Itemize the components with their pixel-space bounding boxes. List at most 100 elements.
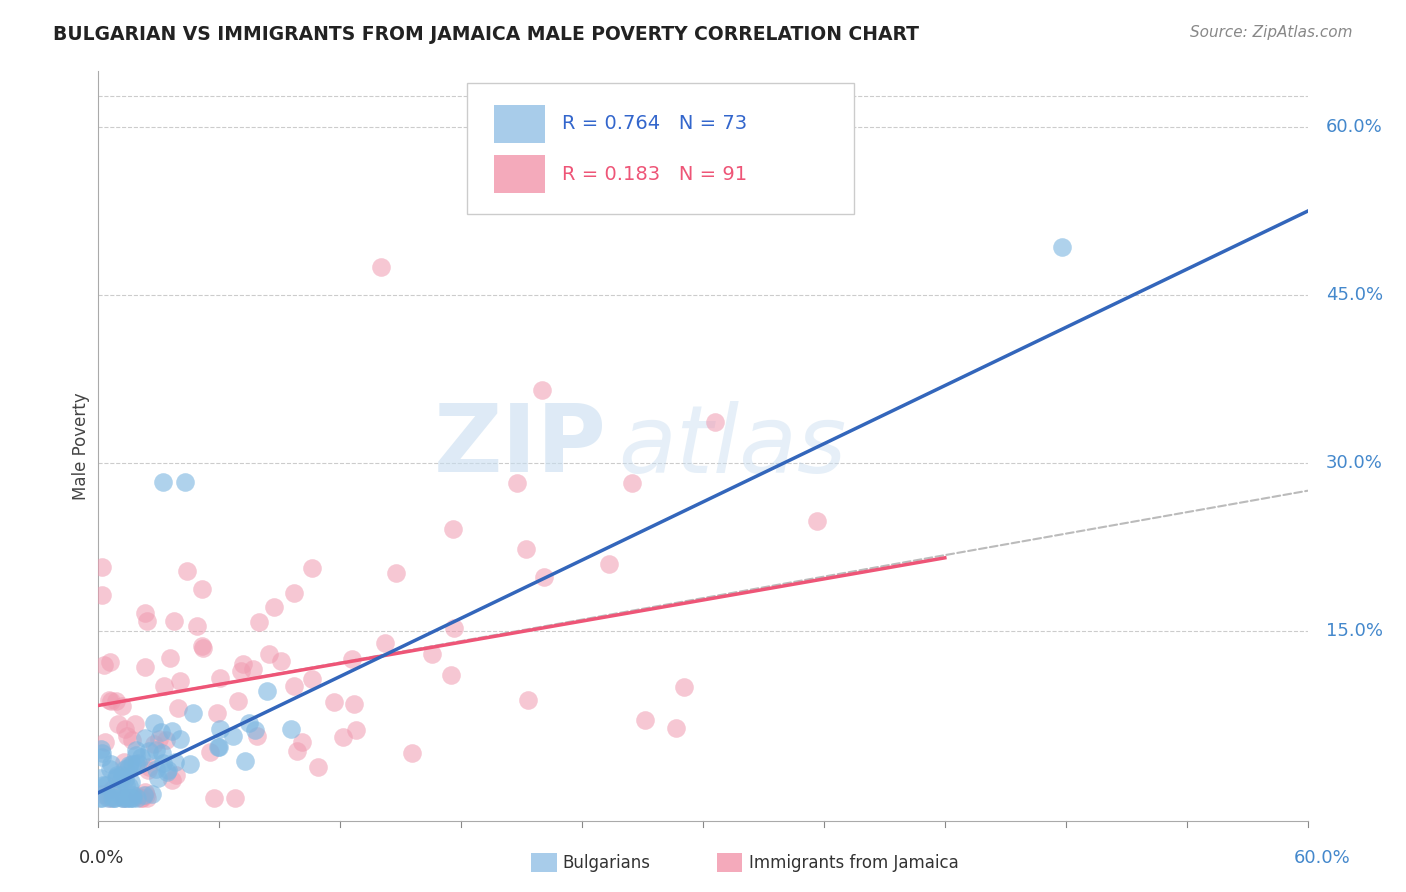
Point xyxy=(149,725,172,739)
Point xyxy=(301,672,323,686)
Point xyxy=(385,566,408,581)
Text: Bulgarians: Bulgarians xyxy=(562,854,651,871)
Point xyxy=(440,668,463,682)
Point xyxy=(157,764,180,778)
Point xyxy=(343,697,366,711)
Point xyxy=(167,701,190,715)
Point xyxy=(285,744,308,758)
Text: 30.0%: 30.0% xyxy=(1326,454,1382,472)
Text: 60.0%: 60.0% xyxy=(1294,849,1350,867)
Point xyxy=(155,764,177,779)
Point xyxy=(163,614,186,628)
Point xyxy=(100,756,122,771)
Point xyxy=(160,773,183,788)
Point xyxy=(673,680,696,694)
Point xyxy=(291,735,314,749)
Point xyxy=(191,582,214,597)
Point xyxy=(120,775,142,789)
Point xyxy=(101,781,124,796)
Point xyxy=(103,791,125,805)
Point xyxy=(136,614,159,628)
Point xyxy=(111,791,134,805)
Point xyxy=(100,693,122,707)
Point xyxy=(443,621,465,635)
Point xyxy=(91,747,114,761)
Point xyxy=(91,587,114,601)
Point xyxy=(91,791,114,805)
Point xyxy=(94,778,117,792)
Point xyxy=(165,768,187,782)
Text: 0.0%: 0.0% xyxy=(79,849,124,867)
Point xyxy=(112,791,135,805)
Point xyxy=(193,640,215,655)
Point xyxy=(200,746,222,760)
Point xyxy=(93,657,115,672)
Point xyxy=(110,785,132,799)
Point xyxy=(229,664,252,678)
Point xyxy=(129,749,152,764)
Point xyxy=(191,639,214,653)
Point xyxy=(340,651,363,665)
Point xyxy=(148,771,170,785)
Point xyxy=(115,729,138,743)
Point xyxy=(129,791,152,805)
Point xyxy=(283,586,305,600)
Point xyxy=(222,729,245,743)
Y-axis label: Male Poverty: Male Poverty xyxy=(72,392,90,500)
Point xyxy=(270,654,292,668)
Text: Immigrants from Jamaica: Immigrants from Jamaica xyxy=(749,854,959,871)
Point xyxy=(517,693,540,707)
Point xyxy=(152,756,174,770)
Point xyxy=(138,764,160,778)
Point xyxy=(141,787,163,801)
Point xyxy=(115,791,138,805)
Point xyxy=(114,722,136,736)
Point xyxy=(155,732,177,747)
Point xyxy=(209,672,232,686)
Point xyxy=(530,383,553,397)
Point xyxy=(153,679,176,693)
Text: atlas: atlas xyxy=(619,401,846,491)
Point xyxy=(160,724,183,739)
Point xyxy=(125,748,148,763)
Point xyxy=(208,722,231,736)
Point xyxy=(105,772,128,786)
Point xyxy=(134,731,156,746)
Point xyxy=(208,739,231,754)
Point xyxy=(98,655,121,669)
Point xyxy=(121,732,143,747)
Point xyxy=(89,791,111,805)
Point xyxy=(263,599,285,614)
Point xyxy=(256,683,278,698)
Point xyxy=(104,770,127,784)
Point xyxy=(138,760,160,774)
Point xyxy=(107,717,129,731)
Point xyxy=(90,749,112,764)
Point xyxy=(344,723,367,738)
Point xyxy=(135,791,157,805)
Point xyxy=(118,779,141,793)
Point xyxy=(806,514,828,528)
Point xyxy=(506,475,529,490)
Point xyxy=(127,791,149,805)
Point xyxy=(91,779,114,793)
Point xyxy=(125,757,148,772)
Point xyxy=(120,791,142,805)
Point xyxy=(107,768,129,782)
Point xyxy=(163,755,186,769)
Text: R = 0.183   N = 91: R = 0.183 N = 91 xyxy=(561,164,747,184)
Point xyxy=(186,619,208,633)
Point xyxy=(169,732,191,747)
Point xyxy=(620,476,643,491)
Point xyxy=(114,762,136,776)
Point xyxy=(207,739,229,754)
Point xyxy=(441,523,464,537)
Point xyxy=(307,760,329,774)
Point xyxy=(111,791,134,805)
Point xyxy=(332,730,354,744)
Point xyxy=(125,743,148,757)
Point xyxy=(120,791,142,805)
Point xyxy=(118,757,141,772)
Point xyxy=(242,663,264,677)
Point xyxy=(143,737,166,751)
